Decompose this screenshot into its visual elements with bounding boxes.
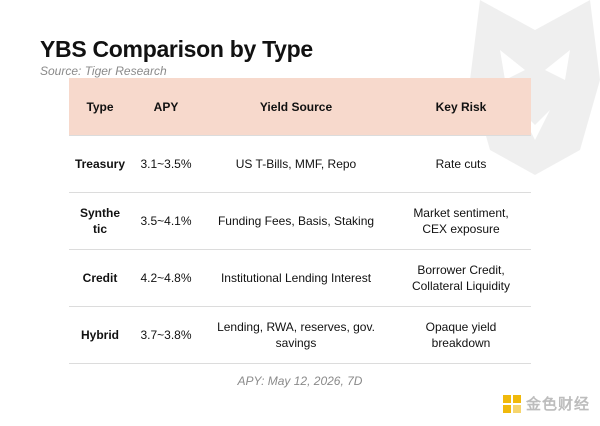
apy-cell: 3.5~4.1%: [131, 193, 201, 250]
header-apy: APY: [131, 78, 201, 136]
brand-name: 金色财经: [526, 393, 590, 414]
key-risk-cell: Opaque yield breakdown: [391, 307, 531, 364]
source-note: Source: Tiger Research: [40, 64, 167, 78]
page-title: YBS Comparison by Type: [40, 36, 313, 63]
jinse-logo-icon: [502, 394, 522, 414]
type-cell: Credit: [69, 250, 131, 307]
key-risk-cell: Borrower Credit, Collateral Liquidity: [391, 250, 531, 307]
yield-source-cell: Institutional Lending Interest: [201, 250, 391, 307]
key-risk-cell: Market sentiment, CEX exposure: [391, 193, 531, 250]
key-risk-cell: Rate cuts: [391, 136, 531, 193]
yield-source-cell: US T-Bills, MMF, Repo: [201, 136, 391, 193]
type-cell: Treasury: [69, 136, 131, 193]
table-row: Treasury 3.1~3.5% US T-Bills, MMF, Repo …: [69, 136, 531, 193]
yield-source-cell: Funding Fees, Basis, Staking: [201, 193, 391, 250]
table-row: Hybrid 3.7~3.8% Lending, RWA, reserves, …: [69, 307, 531, 364]
apy-cell: 3.1~3.5%: [131, 136, 201, 193]
type-cell: Synthe tic: [69, 193, 131, 250]
brand-watermark: 金色财经: [502, 393, 590, 414]
apy-cell: 4.2~4.8%: [131, 250, 201, 307]
comparison-table: Type APY Yield Source Key Risk Treasury …: [69, 78, 531, 364]
table-header-row: Type APY Yield Source Key Risk: [69, 78, 531, 136]
type-cell: Hybrid: [69, 307, 131, 364]
header-yield-source: Yield Source: [201, 78, 391, 136]
header-key-risk: Key Risk: [391, 78, 531, 136]
apy-cell: 3.7~3.8%: [131, 307, 201, 364]
apy-footnote: APY: May 12, 2026, 7D: [0, 374, 600, 388]
table-row: Credit 4.2~4.8% Institutional Lending In…: [69, 250, 531, 307]
yield-source-cell: Lending, RWA, reserves, gov. savings: [201, 307, 391, 364]
header-type: Type: [69, 78, 131, 136]
table-row: Synthe tic 3.5~4.1% Funding Fees, Basis, …: [69, 193, 531, 250]
